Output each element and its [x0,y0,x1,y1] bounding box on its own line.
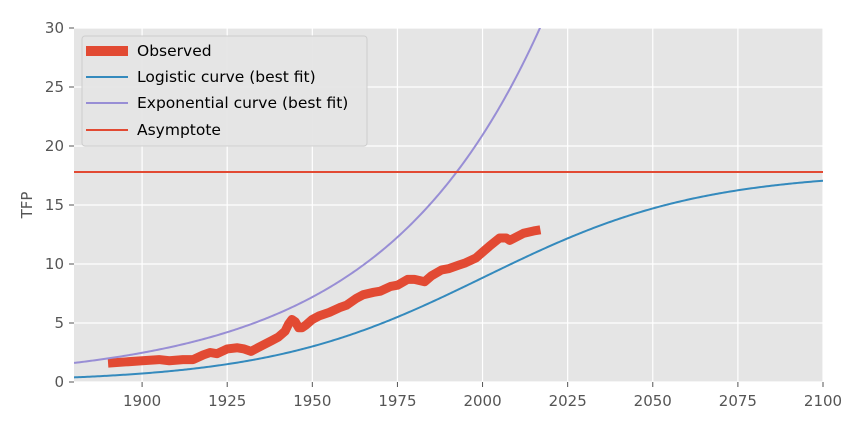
legend-label-asymptote: Asymptote [137,121,221,139]
series-observed [107,225,542,368]
series-exponential-curve [74,28,542,364]
legend-label-exponential: Exponential curve (best fit) [137,94,348,112]
x-tick-label: 1925 [208,392,246,410]
y-tick-label: 15 [45,196,64,214]
legend-label-logistic: Logistic curve (best fit) [137,68,316,86]
y-tick-label: 25 [45,78,64,96]
y-axis: 0 5 10 15 20 25 30 [45,19,74,391]
y-tick-label: 20 [45,137,64,155]
x-tick-label: 2025 [549,392,587,410]
x-tick-label: 1900 [123,392,161,410]
x-tick-label: 2000 [463,392,501,410]
x-tick-label: 2100 [804,392,842,410]
x-tick-label: 2075 [719,392,757,410]
series-logistic-curve [74,179,823,379]
x-tick-label: 1950 [293,392,331,410]
x-tick-label: 2050 [634,392,672,410]
x-axis: 1900 1925 1950 1975 2000 2025 2050 2075 2100 [123,382,842,410]
legend: Observed Logistic curve (best fit) Expon… [81,35,368,147]
legend-label-observed: Observed [137,42,212,60]
y-tick-label: 5 [54,314,64,332]
x-tick-label: 1975 [378,392,416,410]
y-tick-label: 30 [45,19,64,37]
legend-box [81,35,368,147]
y-tick-label: 0 [54,373,64,391]
y-tick-label: 10 [45,255,64,273]
y-axis-label: TFP [18,192,36,220]
series-layer [74,28,823,379]
